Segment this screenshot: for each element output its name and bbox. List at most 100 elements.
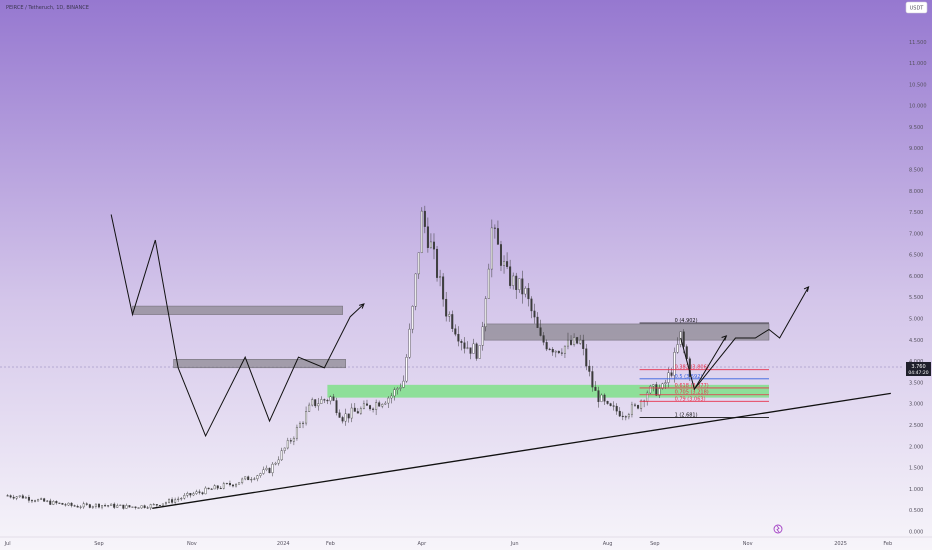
fib-level-label: 0.382 (3.806) <box>675 365 709 371</box>
candle-body <box>231 484 234 487</box>
candle-body <box>350 407 353 419</box>
candle-body <box>216 485 219 489</box>
projection-path <box>693 286 810 390</box>
candle-body <box>381 403 384 407</box>
candle-body <box>18 495 21 497</box>
candle-body <box>298 423 301 428</box>
candle-body <box>630 404 633 415</box>
candle-body <box>295 426 298 439</box>
candle-body <box>487 268 490 299</box>
candle-body <box>664 382 667 385</box>
price-tick-label: 4.500 <box>909 338 923 344</box>
candle-body <box>570 339 573 345</box>
candle-body <box>58 502 61 504</box>
candle-body <box>685 346 688 359</box>
time-tick-label: Sep <box>94 541 103 547</box>
candle-body <box>545 342 548 350</box>
candles-layer <box>6 205 691 510</box>
candle-body <box>451 314 454 329</box>
candle-body <box>250 479 253 481</box>
price-tick-label: 6.500 <box>909 253 923 259</box>
candle-body <box>241 478 244 483</box>
candle-body <box>490 227 493 270</box>
candle-body <box>646 392 649 402</box>
candle-body <box>305 411 308 424</box>
candle-body <box>152 504 155 506</box>
candle-body <box>308 404 311 412</box>
candle-body <box>256 475 259 480</box>
candle-body <box>137 507 140 509</box>
candle-body <box>12 496 15 499</box>
candle-body <box>177 498 180 501</box>
candle-body <box>213 485 216 490</box>
drawings-layer <box>110 214 891 509</box>
candle-body <box>591 371 594 388</box>
candle-body <box>244 476 247 480</box>
price-tick-label: 8.000 <box>909 189 923 195</box>
candle-body <box>655 384 658 396</box>
candle-body <box>676 344 679 353</box>
price-tick-label: 3.000 <box>909 402 923 408</box>
candle-body <box>600 394 603 402</box>
candle-body <box>110 503 113 506</box>
candle-body <box>311 399 314 406</box>
candle-body <box>238 482 241 485</box>
candle-body <box>289 440 292 442</box>
candle-body <box>320 399 323 404</box>
candle-body <box>411 306 414 330</box>
price-tick-label: 6.000 <box>909 274 923 280</box>
arrowhead-icon <box>359 303 365 309</box>
candle-body <box>91 506 94 508</box>
candle-body <box>286 440 289 449</box>
candle-body <box>436 248 439 278</box>
candle-body <box>180 498 183 500</box>
candle-body <box>661 383 664 389</box>
candle-body <box>399 387 402 389</box>
candle-body <box>390 395 393 399</box>
candle-body <box>585 348 588 367</box>
candle-body <box>548 348 551 350</box>
candle-body <box>512 275 515 286</box>
candle-body <box>171 499 174 503</box>
candle-body <box>414 273 417 307</box>
symbol-title: PEIRCE / Tetheruch, 1D, BINANCE <box>6 5 89 11</box>
candle-body <box>637 405 640 409</box>
candle-body <box>533 310 536 318</box>
candle-body <box>219 487 222 489</box>
candle-body <box>670 372 673 376</box>
trendline <box>152 392 891 509</box>
current-price-tag: 3.760 04:47:20 <box>906 362 931 376</box>
currency-badge[interactable]: USDT <box>905 1 928 14</box>
price-tick-label: 11.500 <box>909 40 927 46</box>
time-axis[interactable]: Jul Sep Nov 2024 Feb Apr Jun Aug Sep Nov 2025 Feb <box>4 541 893 547</box>
tradingview-logo-icon <box>773 524 783 534</box>
price-axis[interactable]: 11.500 11.000 10.500 10.000 9.500 9.000 8.500 8… <box>909 40 927 536</box>
candle-body <box>271 463 274 474</box>
current-price: 3.760 <box>911 364 925 370</box>
candle-body <box>594 386 597 391</box>
candle-body <box>280 450 283 461</box>
candle-body <box>317 403 320 407</box>
price-tick-label: 1.500 <box>909 466 923 472</box>
candle-body <box>378 402 381 407</box>
candle-body <box>207 487 210 490</box>
candle-body <box>682 331 685 347</box>
arrowhead-icon <box>803 286 810 292</box>
candle-body <box>283 447 286 451</box>
candle-body <box>67 502 70 506</box>
bar-countdown: 04:47:20 <box>908 370 928 376</box>
candle-body <box>164 502 167 505</box>
candle-body <box>292 437 295 442</box>
candle-body <box>658 388 661 396</box>
candle-body <box>119 504 122 506</box>
candle-body <box>335 400 338 414</box>
candle-body <box>423 210 426 227</box>
time-tick-label: Apr <box>417 541 427 547</box>
candle-body <box>323 399 326 401</box>
candle-body <box>52 501 55 505</box>
fib-level-label: 0.618 (3.377) <box>675 383 709 389</box>
candle-body <box>432 241 435 250</box>
candle-body <box>235 484 238 487</box>
candle-body <box>85 503 88 505</box>
